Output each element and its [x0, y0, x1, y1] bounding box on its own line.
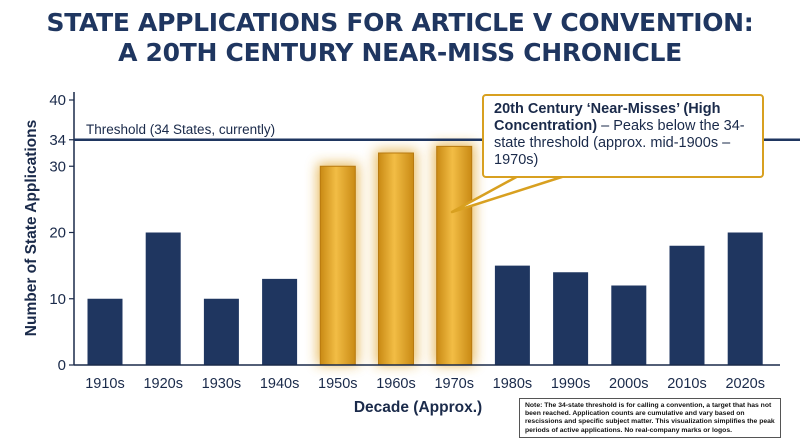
bar-1920s: [145, 232, 181, 365]
bar-1940s: [262, 278, 298, 365]
threshold-label: Threshold (34 States, currently): [86, 122, 275, 137]
x-tick-label-1950s: 1950s: [318, 376, 358, 392]
bar-2010s: [669, 245, 705, 365]
x-tick-label-2000s: 2000s: [609, 376, 649, 392]
bar-2020s: [727, 232, 763, 365]
bar-2000s: [611, 285, 647, 365]
x-tick-label-1940s: 1940s: [260, 376, 300, 392]
x-axis-title: Decade (Approx.): [354, 399, 482, 416]
x-tick-label-1960s: 1960s: [376, 376, 416, 392]
bar-1950s: [319, 165, 356, 366]
y-tick-label-40: 40: [49, 92, 66, 109]
y-tick-label-30: 30: [49, 158, 66, 175]
y-tick-label-0: 0: [58, 357, 66, 374]
y-tick-label-34: 34: [49, 132, 66, 149]
x-tick-label-1980s: 1980s: [493, 376, 533, 392]
x-tick-label-1920s: 1920s: [143, 376, 183, 392]
bar-1980s: [494, 265, 530, 365]
callout-pointer: [450, 173, 569, 214]
bar-1990s: [553, 272, 589, 365]
callout-heading: 20th Century ‘Near-Misses’ (High Concent…: [494, 101, 721, 134]
footnote: Note: The 34-state threshold is for call…: [519, 398, 781, 438]
x-tick-label-1990s: 1990s: [551, 376, 591, 392]
near-miss-callout: 20th Century ‘Near-Misses’ (High Concent…: [482, 94, 764, 178]
bar-1960s: [378, 152, 414, 366]
y-tick-label-10: 10: [49, 291, 66, 308]
x-tick-label-1930s: 1930s: [202, 376, 242, 392]
x-tick-label-1970s: 1970s: [434, 376, 474, 392]
bar-1930s: [203, 298, 239, 365]
title-line-1: STATE APPLICATIONS FOR ARTICLE V CONVENT…: [46, 8, 754, 37]
y-tick-label-20: 20: [49, 225, 66, 242]
bar-1970s: [436, 145, 473, 366]
x-tick-label-2020s: 2020s: [725, 376, 765, 392]
x-tick-label-1910s: 1910s: [85, 376, 125, 392]
chart-title: STATE APPLICATIONS FOR ARTICLE V CONVENT…: [0, 8, 800, 68]
title-line-2: A 20TH CENTURY NEAR-MISS CHRONICLE: [118, 38, 682, 67]
bar-1910s: [87, 298, 123, 365]
x-tick-label-2010s: 2010s: [667, 376, 707, 392]
y-axis-title: Number of State Applications: [23, 120, 40, 336]
callout-text: – Peaks below the 34-state threshold (ap…: [494, 118, 745, 168]
